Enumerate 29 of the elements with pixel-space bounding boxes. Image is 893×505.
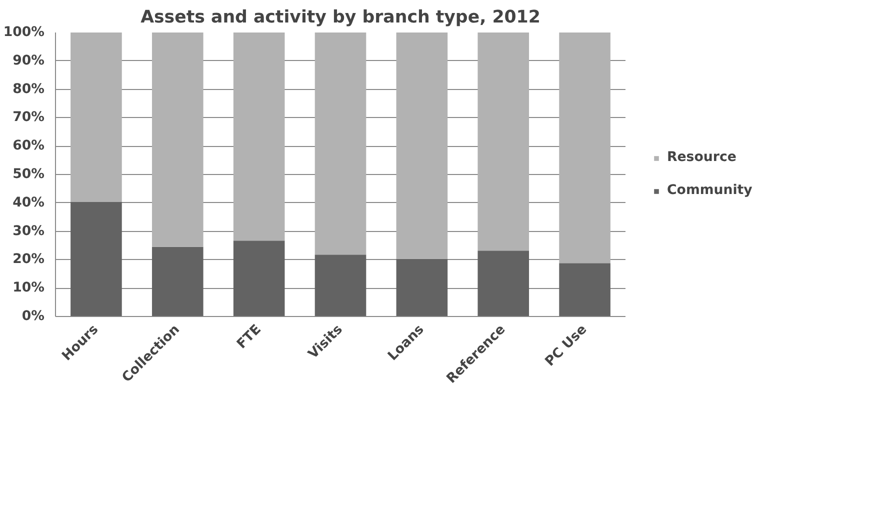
y-tick-label: 30% xyxy=(12,224,45,239)
bar xyxy=(233,240,285,316)
bar xyxy=(233,32,285,241)
bar xyxy=(314,254,366,316)
bar xyxy=(559,263,610,316)
y-tick-label: 0% xyxy=(22,309,45,324)
y-tick-label: 50% xyxy=(12,167,45,182)
y-tick-label: 10% xyxy=(12,280,45,296)
bar xyxy=(70,32,122,202)
bar xyxy=(478,32,530,251)
y-tick-label: 40% xyxy=(12,195,45,210)
y-tick-label: 60% xyxy=(12,138,45,154)
legend-label: Resource xyxy=(667,150,736,165)
bar xyxy=(70,202,122,316)
bar xyxy=(478,250,530,316)
bar xyxy=(314,32,366,255)
legend-label: Community xyxy=(667,183,752,198)
x-tick-label: PC Use xyxy=(542,322,590,370)
chart-title: Assets and activity by branch type, 2012 xyxy=(140,8,540,28)
y-tick-label: 80% xyxy=(12,82,45,97)
bar xyxy=(152,32,204,247)
y-tick-label: 70% xyxy=(12,110,45,126)
bar xyxy=(396,258,448,316)
bar xyxy=(152,246,204,316)
y-tick-label: 90% xyxy=(12,53,45,68)
bar xyxy=(559,32,610,264)
y-tick-label: 20% xyxy=(12,252,45,268)
y-tick-label: 100% xyxy=(3,25,45,40)
bar xyxy=(396,32,448,259)
